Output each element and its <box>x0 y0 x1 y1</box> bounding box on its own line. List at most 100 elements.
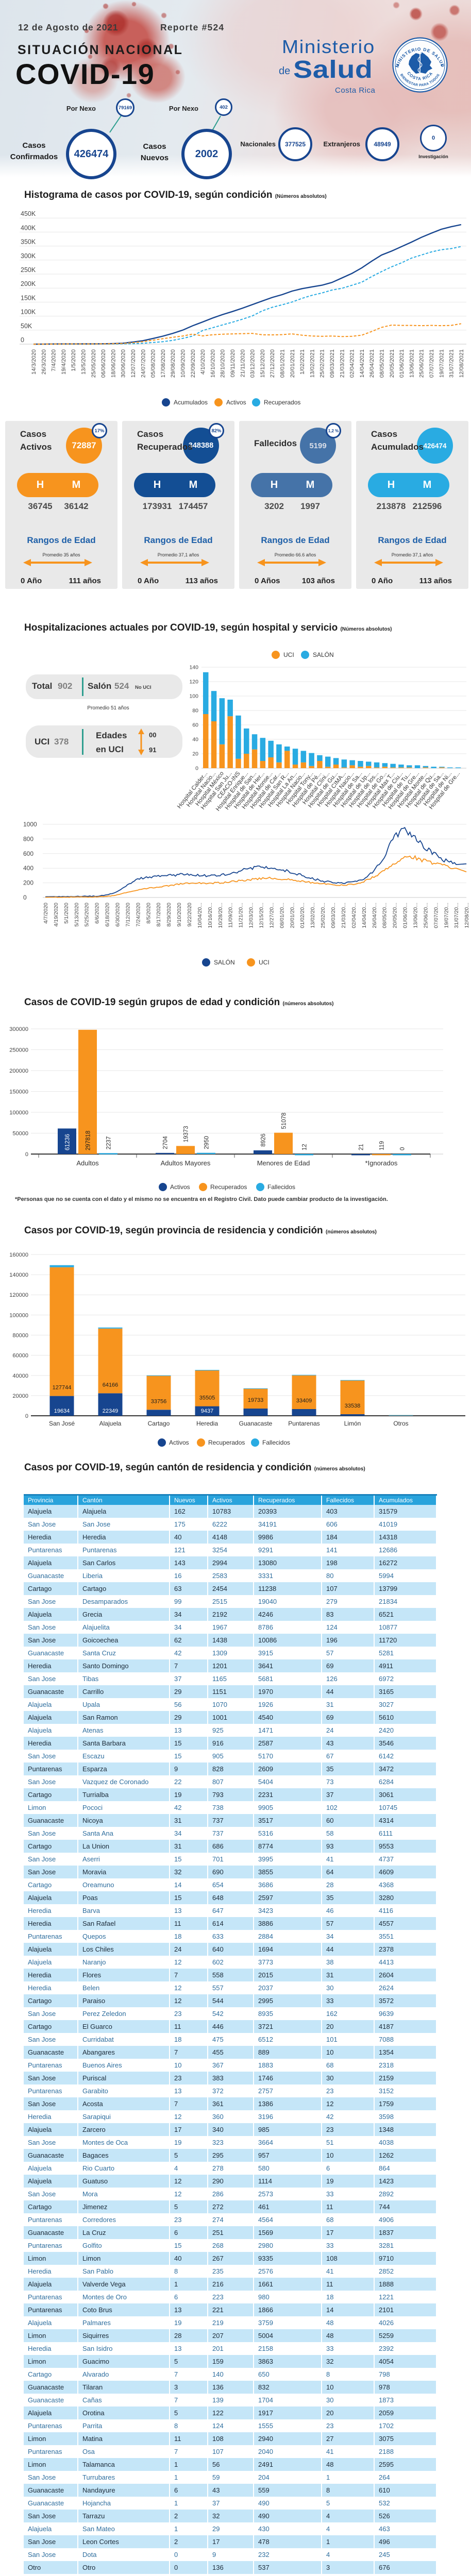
svg-text:5/25/2020: 5/25/2020 <box>84 903 90 927</box>
svg-text:07/07/20...: 07/07/20... <box>433 903 439 928</box>
svg-text:Fallecidos: Fallecidos <box>262 1439 290 1446</box>
svg-text:Adultos Mayores: Adultos Mayores <box>161 1159 211 1167</box>
svg-text:1000: 1000 <box>23 821 37 828</box>
svg-text:12/07/2020: 12/07/2020 <box>130 349 137 378</box>
svg-text:Alajuela: Alajuela <box>99 1420 122 1427</box>
svg-text:5/13/2020: 5/13/2020 <box>74 903 80 927</box>
svg-text:22349: 22349 <box>103 1408 119 1414</box>
svg-text:14/04/20...: 14/04/20... <box>361 903 367 928</box>
svg-text:2237: 2237 <box>106 1137 112 1150</box>
svg-text:200K: 200K <box>21 280 36 287</box>
svg-text:13/02/2021: 13/02/2021 <box>309 349 315 378</box>
svg-text:150K: 150K <box>21 294 36 301</box>
svg-text:11/21/20...: 11/21/20... <box>238 903 244 928</box>
svg-text:120000: 120000 <box>9 1292 28 1298</box>
svg-text:20: 20 <box>192 751 198 757</box>
svg-text:60000: 60000 <box>12 1353 28 1359</box>
svg-text:Acumulados: Acumulados <box>174 399 208 406</box>
svg-text:9/10/2020: 9/10/2020 <box>176 903 182 927</box>
svg-text:10/04/20...: 10/04/20... <box>197 903 203 928</box>
svg-text:25/02/20...: 25/02/20... <box>320 903 326 928</box>
svg-text:0: 0 <box>400 1147 406 1150</box>
svg-text:51078: 51078 <box>281 1113 288 1129</box>
svg-text:Otros: Otros <box>393 1420 408 1427</box>
svg-text:2704: 2704 <box>163 1136 169 1149</box>
svg-text:02/04/20...: 02/04/20... <box>351 903 357 928</box>
svg-text:Activos: Activos <box>226 399 246 406</box>
svg-text:119: 119 <box>379 1141 385 1150</box>
svg-text:09/03/20...: 09/03/20... <box>330 903 337 928</box>
svg-text:02/04/2021: 02/04/2021 <box>349 349 356 378</box>
svg-text:SALÓN: SALÓN <box>313 651 334 658</box>
svg-text:31/07/2021: 31/07/2021 <box>449 349 455 378</box>
svg-text:50K: 50K <box>21 323 32 330</box>
svg-text:Fallecidos: Fallecidos <box>267 1183 295 1191</box>
svg-text:50000: 50000 <box>12 1131 28 1137</box>
svg-text:60: 60 <box>192 722 198 728</box>
svg-text:12/08/2021: 12/08/2021 <box>459 349 465 378</box>
svg-text:5/1/2020: 5/1/2020 <box>63 903 70 924</box>
svg-text:21/03/2021: 21/03/2021 <box>339 349 345 378</box>
svg-text:01/06/2021: 01/06/2021 <box>399 349 405 378</box>
svg-text:26/04/2021: 26/04/2021 <box>369 349 375 378</box>
svg-text:100K: 100K <box>21 309 36 316</box>
svg-text:12: 12 <box>302 1144 308 1150</box>
svg-text:4/7/2020: 4/7/2020 <box>43 903 49 924</box>
svg-text:600: 600 <box>23 850 33 857</box>
svg-text:350K: 350K <box>21 239 36 246</box>
svg-text:22/09/2020: 22/09/2020 <box>190 349 196 378</box>
svg-text:Recuperados: Recuperados <box>208 1439 245 1446</box>
svg-text:9437: 9437 <box>201 1408 213 1414</box>
svg-text:*Ignorados: *Ignorados <box>365 1159 398 1167</box>
svg-text:11/09/20...: 11/09/20... <box>228 903 234 928</box>
svg-text:Puntarenas: Puntarenas <box>288 1420 319 1427</box>
svg-text:Heredia: Heredia <box>196 1420 218 1427</box>
svg-text:08/05/2021: 08/05/2021 <box>379 349 385 378</box>
svg-text:31/07/20...: 31/07/20... <box>453 903 460 928</box>
svg-text:Recuperados: Recuperados <box>264 399 300 406</box>
svg-text:10/16/20...: 10/16/20... <box>207 903 213 928</box>
svg-text:6/30/2020: 6/30/2020 <box>115 903 121 927</box>
svg-text:25/02/2021: 25/02/2021 <box>319 349 326 378</box>
svg-text:1/5/2020: 1/5/2020 <box>71 349 77 371</box>
svg-text:21: 21 <box>359 1144 365 1150</box>
svg-text:40: 40 <box>192 737 198 743</box>
svg-text:24/07/2020: 24/07/2020 <box>140 349 146 378</box>
svg-text:8/29/2020: 8/29/2020 <box>166 903 172 927</box>
svg-text:10/28/20...: 10/28/20... <box>217 903 224 928</box>
svg-text:6/6/2020: 6/6/2020 <box>94 903 100 924</box>
svg-text:25/05/2020: 25/05/2020 <box>91 349 97 378</box>
svg-text:1/02/2021: 1/02/2021 <box>299 349 306 375</box>
svg-text:8/5/2020: 8/5/2020 <box>145 903 152 924</box>
svg-text:08/05/20...: 08/05/20... <box>382 903 388 928</box>
svg-text:140000: 140000 <box>9 1272 28 1278</box>
svg-text:7/12/2020: 7/12/2020 <box>125 903 131 927</box>
svg-text:Recuperados: Recuperados <box>210 1183 247 1191</box>
svg-text:13/06/2021: 13/06/2021 <box>409 349 415 378</box>
svg-text:100000: 100000 <box>9 1110 28 1116</box>
svg-text:05/08/2020: 05/08/2020 <box>150 349 157 378</box>
svg-text:13/5/2020: 13/5/2020 <box>81 349 87 375</box>
svg-text:100: 100 <box>189 693 198 700</box>
svg-text:09/11/2020: 09/11/2020 <box>230 349 236 377</box>
svg-text:19/07/20...: 19/07/20... <box>443 903 449 928</box>
svg-text:Activos: Activos <box>170 1183 190 1191</box>
svg-text:300K: 300K <box>21 252 36 260</box>
svg-text:14/3/2020: 14/3/2020 <box>31 349 37 375</box>
svg-text:26/04/20...: 26/04/20... <box>372 903 378 928</box>
svg-text:Menores de Edad: Menores de Edad <box>257 1159 310 1167</box>
svg-text:Activos: Activos <box>169 1439 189 1446</box>
svg-text:0: 0 <box>25 1151 28 1158</box>
svg-text:80000: 80000 <box>12 1333 28 1339</box>
svg-text:30/06/2020: 30/06/2020 <box>121 349 127 378</box>
svg-text:7/4/2020: 7/4/2020 <box>51 349 57 371</box>
svg-text:17/08/2020: 17/08/2020 <box>160 349 166 378</box>
svg-text:33756: 33756 <box>151 1398 167 1404</box>
svg-text:40000: 40000 <box>12 1373 28 1379</box>
svg-text:20/01/2021: 20/01/2021 <box>290 349 296 378</box>
svg-text:20/05/2021: 20/05/2021 <box>389 349 395 378</box>
svg-text:20/01/20...: 20/01/20... <box>289 903 295 928</box>
svg-text:20000: 20000 <box>12 1393 28 1399</box>
svg-text:100000: 100000 <box>9 1312 28 1318</box>
svg-text:16/10/2020: 16/10/2020 <box>210 349 216 378</box>
